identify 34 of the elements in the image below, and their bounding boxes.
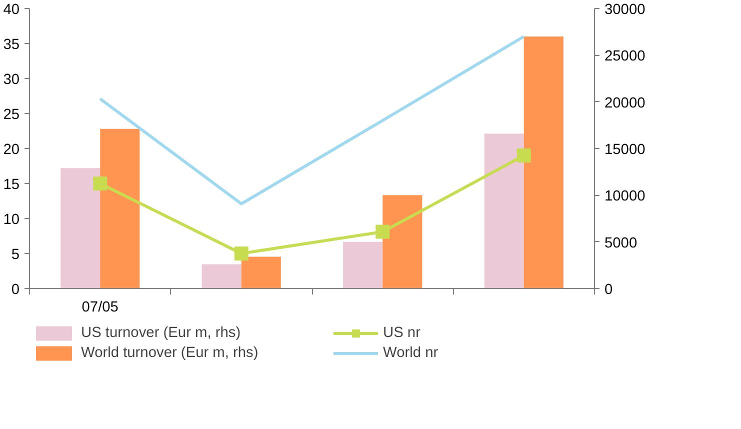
- y2-tick-label: 25000: [604, 48, 646, 65]
- x-tick-label: 07/05: [82, 300, 118, 316]
- point: [234, 246, 248, 260]
- y-tick-label: 15: [3, 177, 20, 193]
- y-tick-label: 30: [3, 72, 20, 88]
- legend-label: World turnover (Eur m, rhs): [81, 344, 260, 362]
- point: [376, 224, 390, 239]
- y2-tick-label: 15000: [604, 142, 646, 158]
- y-tick-label: 20: [3, 142, 20, 158]
- line-series: [98, 35, 526, 206]
- y-tick-label: 25: [3, 107, 20, 123]
- bar: [241, 256, 281, 288]
- bar: [100, 128, 140, 288]
- y2-tick-label: 10000: [604, 188, 646, 205]
- y-tick-label: 10: [3, 212, 20, 228]
- y2-tick-label: 5000: [604, 235, 638, 252]
- point: [516, 148, 531, 162]
- bar: [484, 134, 524, 288]
- bar: [60, 168, 100, 288]
- y2-tick-label: 30000: [604, 2, 646, 18]
- bar: [524, 36, 564, 288]
- y2-tick-label: 20000: [604, 95, 646, 112]
- y2-tick-label: 0: [604, 282, 613, 298]
- y-tick-label: 5: [11, 247, 20, 263]
- bar: [343, 242, 383, 288]
- y-tick-label: 35: [3, 37, 20, 53]
- legend-label: US nr: [383, 324, 422, 342]
- bar: [202, 264, 242, 288]
- legend-label: World nr: [383, 344, 440, 362]
- legend-label: US turnover (Eur m, rhs): [81, 324, 242, 342]
- y-tick-label: 0: [11, 282, 20, 298]
- bar: [382, 195, 422, 288]
- y-tick-label: 40: [3, 2, 20, 18]
- point: [93, 176, 108, 190]
